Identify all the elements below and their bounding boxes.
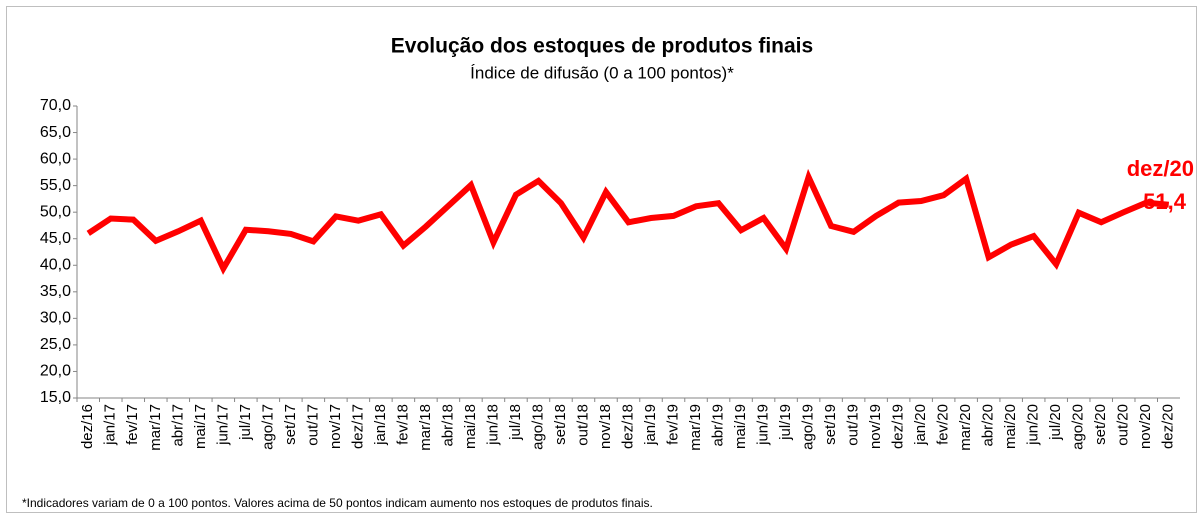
- x-tick-label: jan/17: [102, 404, 119, 446]
- x-tick-label: dez/16: [79, 404, 96, 449]
- x-tick-label: jun/18: [484, 404, 501, 446]
- x-tick-label: mai/18: [462, 404, 479, 449]
- x-tick-label: nov/18: [597, 404, 614, 449]
- x-tick-label: mar/17: [147, 404, 164, 451]
- x-tick-label: out/18: [574, 404, 591, 446]
- x-tick-label: fev/17: [124, 404, 141, 445]
- x-tick-label: out/17: [304, 404, 321, 446]
- x-tick-label: ago/17: [259, 404, 276, 450]
- y-tick-label: 25,0: [40, 336, 71, 353]
- x-tick-label: mai/20: [1002, 404, 1019, 449]
- y-tick-label: 60,0: [40, 150, 71, 167]
- y-tick-label: 30,0: [40, 310, 71, 327]
- x-tick-label: nov/17: [327, 404, 344, 449]
- chart-title: Evolução dos estoques de produtos finais: [391, 35, 813, 58]
- y-tick-label: 70,0: [40, 97, 71, 114]
- x-tick-label: abr/19: [710, 404, 727, 447]
- x-tick-label: ago/18: [529, 404, 546, 450]
- y-tick-label: 35,0: [40, 283, 71, 300]
- x-tick-label: jun/17: [214, 404, 231, 446]
- x-tick-label: ago/19: [800, 404, 817, 450]
- chart-border: [6, 6, 1197, 513]
- x-tick-label: ago/20: [1070, 404, 1087, 450]
- x-tick-label: nov/20: [1137, 404, 1154, 449]
- y-tick-label: 45,0: [40, 230, 71, 247]
- y-tick-label: 65,0: [40, 124, 71, 141]
- x-tick-label: mar/20: [957, 404, 974, 451]
- x-tick-label: nov/19: [867, 404, 884, 449]
- footnote: *Indicadores variam de 0 a 100 pontos. V…: [22, 496, 653, 510]
- y-tick-label: 20,0: [40, 363, 71, 380]
- y-tick-label: 15,0: [40, 389, 71, 406]
- x-tick-label: mar/19: [687, 404, 704, 451]
- x-tick-label: dez/19: [890, 404, 907, 449]
- x-tick-label: jun/20: [1025, 404, 1042, 446]
- annotation-category: dez/20: [1127, 156, 1194, 181]
- x-tick-label: abr/20: [980, 404, 997, 447]
- x-tick-label: set/18: [552, 404, 569, 445]
- x-tick-label: jan/18: [372, 404, 389, 446]
- x-tick-label: dez/18: [619, 404, 636, 449]
- x-tick-label: jan/19: [642, 404, 659, 446]
- x-tick-label: out/20: [1115, 404, 1132, 446]
- x-tick-label: jan/20: [912, 404, 929, 446]
- x-tick-label: dez/20: [1160, 404, 1177, 449]
- data-line: [86, 168, 1170, 275]
- chart-subtitle: Índice de difusão (0 a 100 pontos)*: [470, 63, 734, 82]
- x-tick-label: set/17: [282, 404, 299, 445]
- x-tick-label: set/20: [1092, 404, 1109, 445]
- x-tick-label: jun/19: [755, 404, 772, 446]
- x-tick-label: abr/18: [439, 404, 456, 447]
- x-tick-label: jul/20: [1047, 404, 1064, 441]
- x-tick-label: fev/20: [935, 404, 952, 445]
- x-tick-label: abr/17: [169, 404, 186, 447]
- x-tick-label: mar/18: [417, 404, 434, 451]
- x-tick-label: jul/17: [237, 404, 254, 441]
- x-tick-label: fev/18: [394, 404, 411, 445]
- y-tick-label: 55,0: [40, 177, 71, 194]
- x-tick-label: mai/19: [732, 404, 749, 449]
- x-tick-label: set/19: [822, 404, 839, 445]
- y-tick-label: 50,0: [40, 203, 71, 220]
- x-tick-label: jul/18: [507, 404, 524, 441]
- x-tick-label: jul/19: [777, 404, 794, 441]
- x-tick-label: out/19: [845, 404, 862, 446]
- x-tick-label: mai/17: [192, 404, 209, 449]
- x-tick-label: dez/17: [349, 404, 366, 449]
- y-tick-label: 40,0: [40, 256, 71, 273]
- x-tick-label: fev/19: [664, 404, 681, 445]
